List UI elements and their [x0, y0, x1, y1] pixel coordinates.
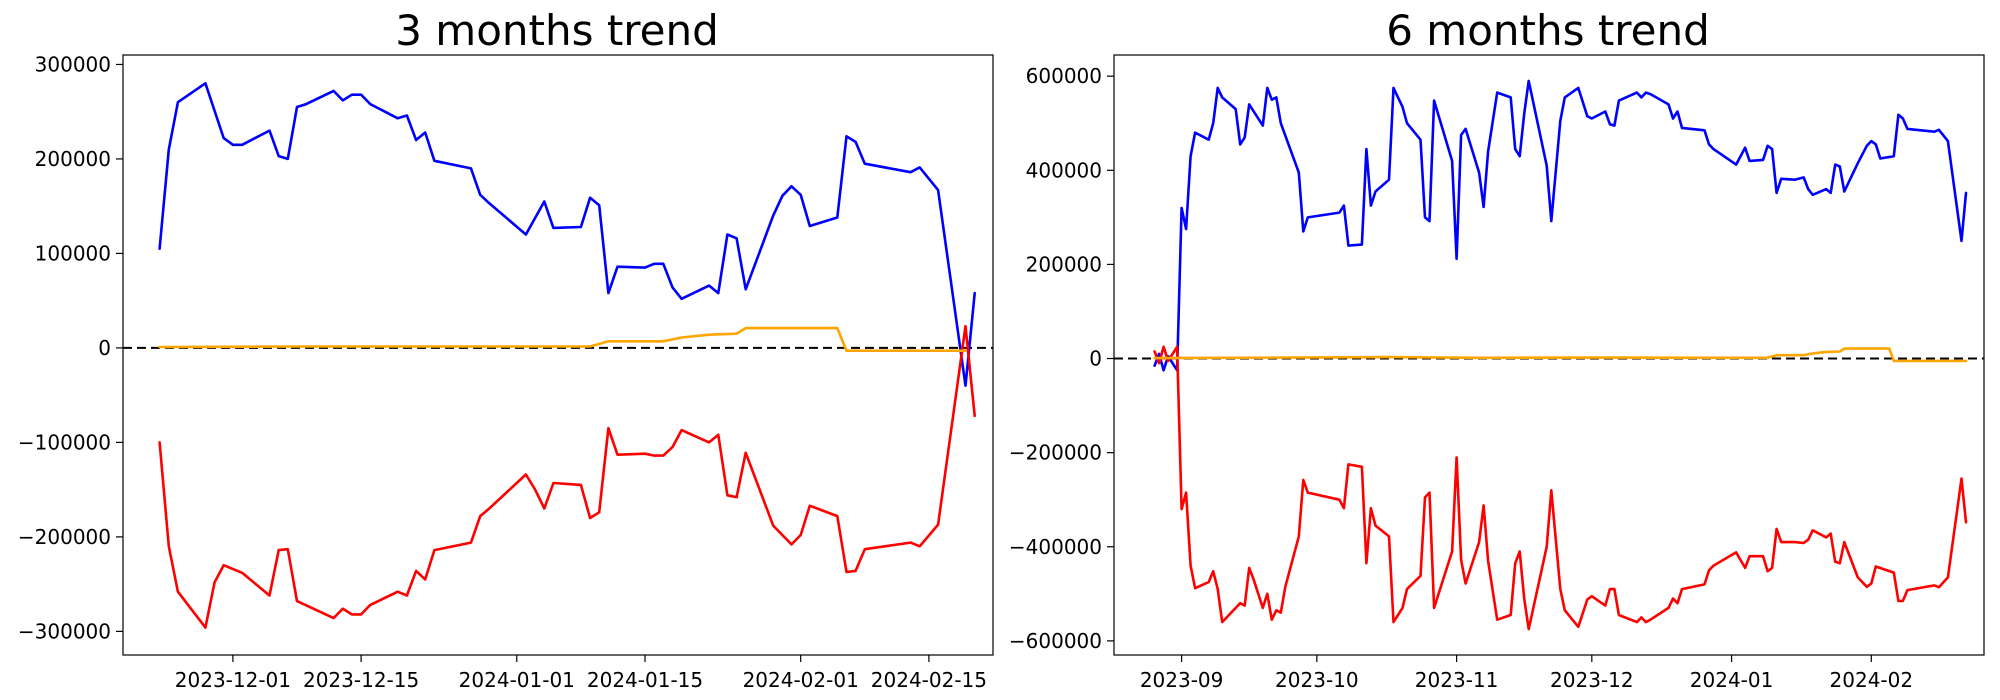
plot-frame	[1113, 54, 1985, 656]
x-tick-label: 2024-02-15	[871, 668, 987, 692]
y-tick-label: −600000	[1009, 629, 1102, 653]
y-tick-label: 200000	[35, 147, 111, 171]
x-tick-label: 2023-09	[1140, 668, 1224, 692]
x-tick-label: 2023-12-01	[175, 668, 291, 692]
x-tick-label: 2024-01-01	[459, 668, 575, 692]
orange-series-line	[1153, 347, 1968, 363]
x-tick-label: 2023-11	[1415, 668, 1499, 692]
chart-title: 6 months trend	[1386, 6, 1710, 55]
y-tick-label: 200000	[1026, 252, 1102, 276]
y-tick-label: 600000	[1026, 64, 1102, 88]
y-tick-label: 0	[1089, 347, 1102, 371]
blue-series-line	[1153, 79, 1968, 372]
y-tick-label: 100000	[35, 241, 111, 265]
y-tick-label: 400000	[1026, 158, 1102, 182]
y-tick-label: −400000	[1009, 535, 1102, 559]
chart-3-months-trend: 3 months trend −300000 −200000 −100000 0 100…	[18, 6, 994, 692]
chart-title: 3 months trend	[395, 6, 719, 55]
y-tick-label: −300000	[18, 619, 111, 643]
y-tick-label: −100000	[18, 430, 111, 454]
red-series-line	[1153, 345, 1968, 631]
plot-frame	[122, 54, 994, 656]
y-tick-label: 300000	[35, 52, 111, 76]
x-tick-label: 2024-01-15	[587, 668, 703, 692]
y-tick-label: −200000	[18, 525, 111, 549]
y-tick-label: 0	[98, 336, 111, 360]
y-tick-label: −200000	[1009, 441, 1102, 465]
x-tick-label: 2023-10	[1275, 668, 1359, 692]
blue-series-line	[158, 82, 977, 388]
x-tick-label: 2023-12	[1550, 668, 1634, 692]
x-tick-label: 2024-01	[1690, 668, 1774, 692]
chart-6-months-trend: 6 months trend −600000 −400000 −200000 0 200…	[1009, 6, 1985, 692]
x-tick-label: 2024-02	[1830, 668, 1914, 692]
red-series-line	[158, 324, 977, 629]
x-tick-label: 2023-12-15	[303, 668, 419, 692]
orange-series-line	[158, 326, 967, 353]
x-tick-label: 2024-02-01	[743, 668, 859, 692]
